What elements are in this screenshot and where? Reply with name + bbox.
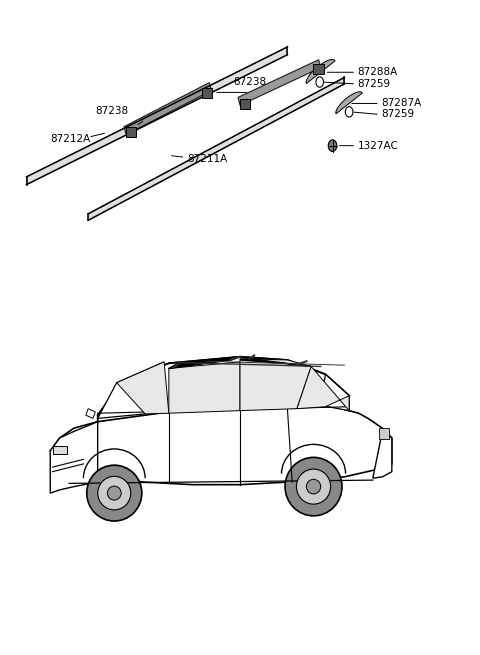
- Polygon shape: [169, 362, 240, 413]
- Bar: [53, 446, 67, 454]
- Polygon shape: [124, 83, 212, 135]
- Polygon shape: [240, 359, 311, 366]
- Polygon shape: [169, 357, 240, 368]
- Text: 87212A: 87212A: [50, 134, 90, 144]
- Polygon shape: [306, 60, 335, 84]
- Polygon shape: [97, 357, 349, 422]
- Polygon shape: [297, 366, 349, 411]
- Text: 87259: 87259: [382, 109, 415, 119]
- Bar: [202, 88, 212, 98]
- Circle shape: [316, 77, 324, 87]
- Bar: [126, 128, 136, 138]
- Polygon shape: [86, 409, 96, 419]
- Text: 1327AC: 1327AC: [358, 141, 398, 151]
- Text: 87288A: 87288A: [358, 67, 398, 77]
- Text: 87238: 87238: [233, 77, 266, 87]
- Ellipse shape: [306, 479, 321, 494]
- Polygon shape: [336, 92, 362, 114]
- Ellipse shape: [297, 469, 331, 504]
- Polygon shape: [238, 60, 321, 105]
- Polygon shape: [88, 77, 344, 220]
- Ellipse shape: [285, 457, 342, 516]
- Polygon shape: [117, 362, 169, 414]
- Bar: [313, 64, 324, 74]
- Ellipse shape: [87, 465, 142, 521]
- Polygon shape: [50, 422, 97, 493]
- Polygon shape: [26, 47, 288, 185]
- Polygon shape: [97, 362, 164, 419]
- Ellipse shape: [108, 486, 121, 500]
- Ellipse shape: [98, 476, 131, 510]
- Bar: [240, 99, 250, 109]
- Bar: [379, 428, 389, 440]
- Circle shape: [345, 107, 353, 117]
- Text: 87211A: 87211A: [187, 154, 227, 164]
- Text: 87238: 87238: [96, 106, 129, 117]
- Circle shape: [328, 140, 337, 151]
- Polygon shape: [50, 405, 392, 485]
- Text: 87287A: 87287A: [382, 98, 421, 109]
- Polygon shape: [373, 432, 392, 478]
- Polygon shape: [240, 359, 311, 411]
- Text: 87259: 87259: [358, 79, 391, 89]
- Polygon shape: [321, 374, 349, 411]
